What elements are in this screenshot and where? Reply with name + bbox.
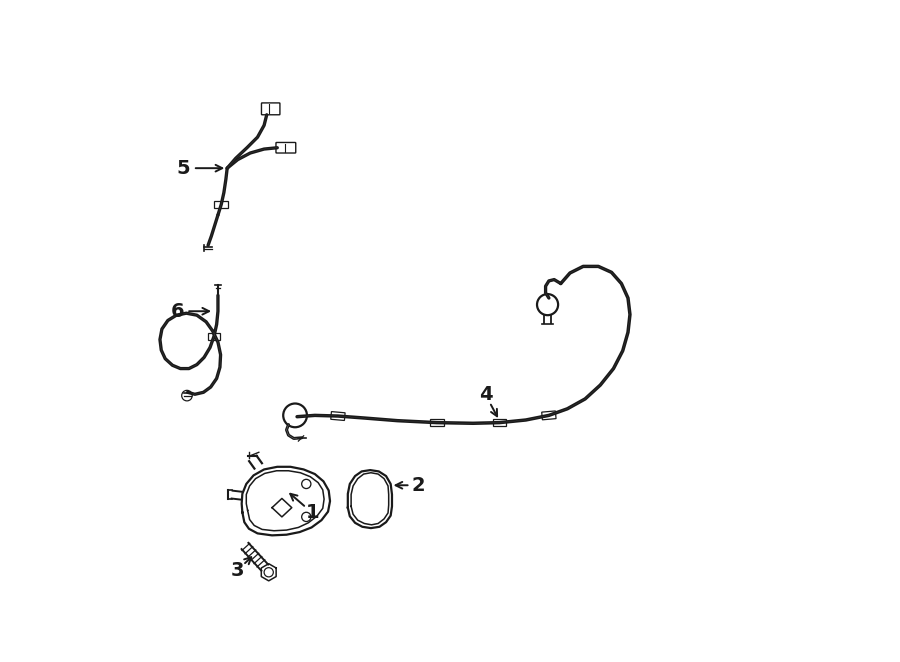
Bar bbox=[492, 419, 507, 426]
Bar bbox=[430, 419, 444, 426]
Bar bbox=[214, 201, 228, 209]
Text: 5: 5 bbox=[177, 159, 191, 177]
Text: 3: 3 bbox=[230, 561, 244, 581]
Bar bbox=[331, 412, 345, 420]
Text: 1: 1 bbox=[306, 503, 319, 522]
Bar bbox=[542, 411, 556, 420]
Text: 4: 4 bbox=[480, 385, 493, 404]
Text: 6: 6 bbox=[170, 302, 184, 320]
Text: 2: 2 bbox=[411, 476, 425, 495]
Bar bbox=[208, 333, 220, 340]
